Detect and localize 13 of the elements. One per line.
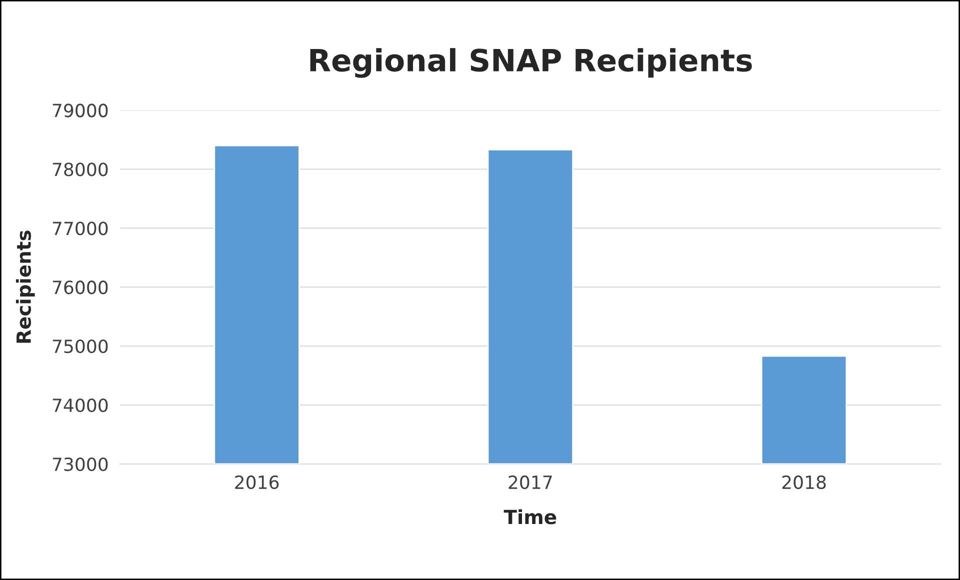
chart-title: Regional SNAP Recipients: [310, 48, 752, 78]
y-tick-label: 77000: [52, 222, 108, 236]
y-axis-title: Recipients: [16, 230, 35, 343]
y-tick-label: 74000: [52, 398, 108, 412]
x-axis-title: Time: [504, 509, 556, 524]
y-tick-label: 78000: [52, 162, 108, 176]
y-tick-label: 79000: [52, 104, 108, 118]
x-tick-label: 2018: [782, 475, 826, 490]
x-tick-label: 2016: [235, 475, 279, 490]
y-tick-label: 73000: [52, 457, 108, 472]
y-tick-label: 76000: [52, 280, 108, 294]
x-tick-label: 2017: [508, 475, 552, 490]
y-tick-label: 75000: [52, 340, 108, 354]
